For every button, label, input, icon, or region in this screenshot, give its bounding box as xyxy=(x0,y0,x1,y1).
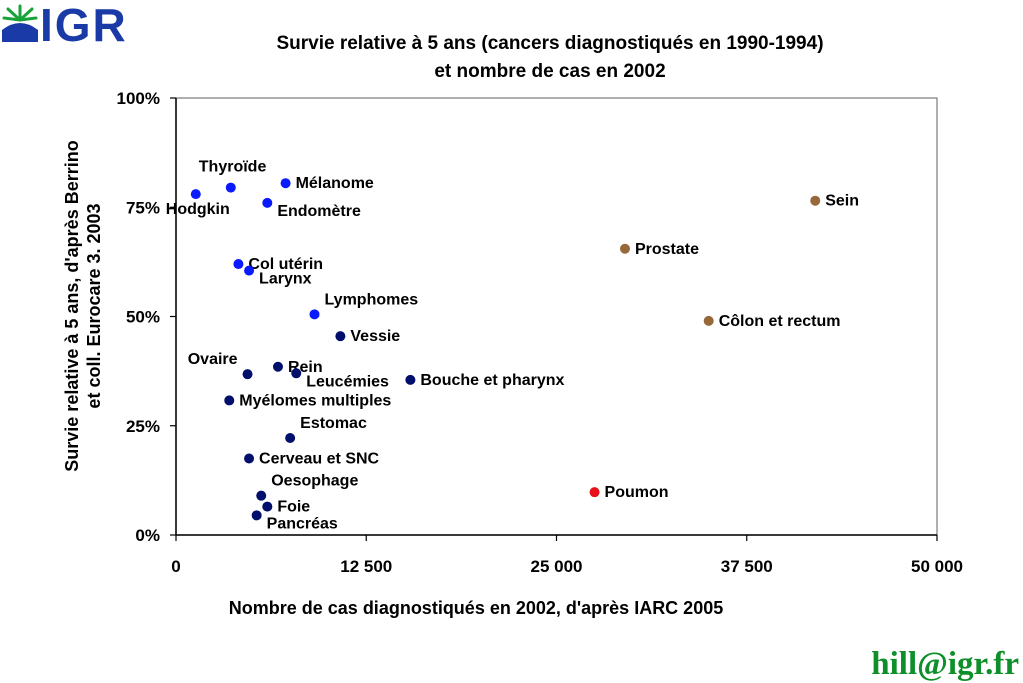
data-point-label: Cerveau et SNC xyxy=(259,451,379,468)
data-point-label: Larynx xyxy=(259,271,312,288)
x-tick-label: 0 xyxy=(171,557,180,576)
data-point xyxy=(242,369,253,380)
logo-text: IGR xyxy=(40,0,128,51)
data-point-label: Sein xyxy=(825,193,859,210)
data-point xyxy=(251,510,262,521)
data-point-label: Hodgkin xyxy=(166,201,230,218)
data-point xyxy=(285,432,296,443)
data-point xyxy=(619,243,630,254)
data-point-label: Thyroïde xyxy=(199,159,267,176)
data-point xyxy=(405,374,416,385)
igr-logo: IGR xyxy=(0,0,175,52)
data-point-label: Myélomes multiples xyxy=(239,392,391,409)
data-point-label: Lymphomes xyxy=(325,291,419,308)
data-point xyxy=(256,490,267,501)
data-point-label: Côlon et rectum xyxy=(719,313,841,330)
x-tick-label: 25 000 xyxy=(531,557,583,576)
data-point xyxy=(224,395,235,406)
y-tick-label: 25% xyxy=(126,417,160,436)
axes: 0% 25% 50% 75% 100% 0 12 500 25 000 37 500 50 000 xyxy=(117,89,963,576)
data-point-label: Estomac xyxy=(300,415,367,432)
data-point-label: Vessie xyxy=(350,328,400,345)
chart-title-line2: et nombre de cas en 2002 xyxy=(434,61,666,82)
x-axis-label: Nombre de cas diagnostiqués en 2002, d'a… xyxy=(228,598,724,618)
chart-title-line1: Survie relative à 5 ans (cancers diagnos… xyxy=(276,33,824,54)
data-point xyxy=(262,501,273,512)
x-tick-label: 50 000 xyxy=(911,557,963,576)
data-point xyxy=(309,309,320,320)
sun-logo-icon xyxy=(2,4,38,42)
data-point-label: Col utérin xyxy=(248,256,323,273)
data-point xyxy=(703,315,714,326)
data-point-label: Poumon xyxy=(605,484,669,501)
data-point-label: Bouche et pharynx xyxy=(420,372,564,389)
data-point xyxy=(335,331,346,342)
data-point xyxy=(244,265,255,276)
data-point-label: Pancréas xyxy=(267,515,338,532)
data-point xyxy=(589,487,600,498)
data-point xyxy=(225,182,236,193)
chart-title: Survie relative à 5 ans (cancers diagnos… xyxy=(150,30,950,86)
data-point xyxy=(262,197,273,208)
x-tick-label: 37 500 xyxy=(721,557,773,576)
data-point-label: Leucémies xyxy=(306,373,389,390)
data-point-label: Prostate xyxy=(635,241,699,258)
data-point-label: Mélanome xyxy=(296,175,374,192)
data-point-label: Ovaire xyxy=(188,351,238,368)
y-tick-label: 0% xyxy=(135,526,160,545)
data-point-label: Endomètre xyxy=(277,203,361,220)
y-tick-label: 50% xyxy=(126,308,160,327)
x-tick-label: 12 500 xyxy=(340,557,392,576)
data-point xyxy=(272,361,283,372)
y-tick-label: 100% xyxy=(117,89,160,108)
data-point xyxy=(280,178,291,189)
data-point xyxy=(233,259,244,270)
data-point-label: Foie xyxy=(277,499,310,516)
data-point xyxy=(190,189,201,200)
data-point-label: Oesophage xyxy=(271,473,358,490)
y-tick-label: 75% xyxy=(126,198,160,217)
data-point xyxy=(810,195,821,206)
contact-email: hill@igr.fr xyxy=(871,646,1019,682)
data-point xyxy=(291,368,302,379)
data-point xyxy=(244,453,255,464)
data-points: Hodgkin Thyroïde Mélanome Endomètre Col utér… xyxy=(166,159,859,533)
